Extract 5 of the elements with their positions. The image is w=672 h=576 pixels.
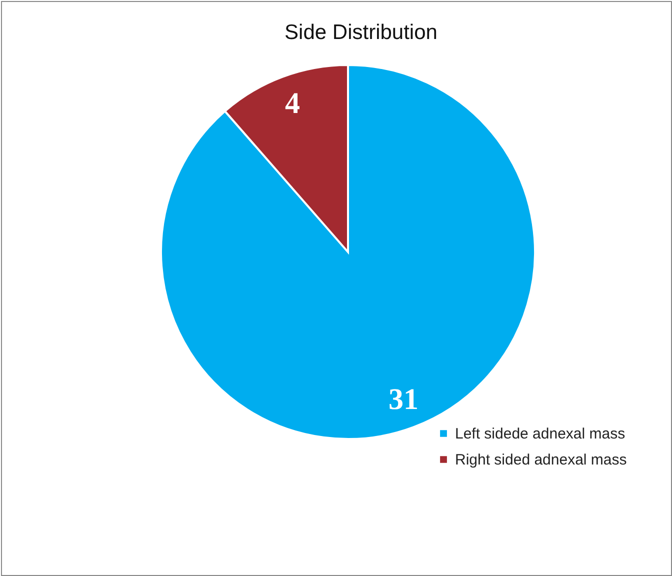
legend-label: Left sidede adnexal mass bbox=[455, 426, 626, 442]
legend-label: Right sided adnexal mass bbox=[455, 452, 627, 468]
data-label: 31 bbox=[388, 382, 419, 416]
chart-title: Side Distribution bbox=[284, 21, 438, 44]
data-label: 4 bbox=[284, 87, 300, 120]
